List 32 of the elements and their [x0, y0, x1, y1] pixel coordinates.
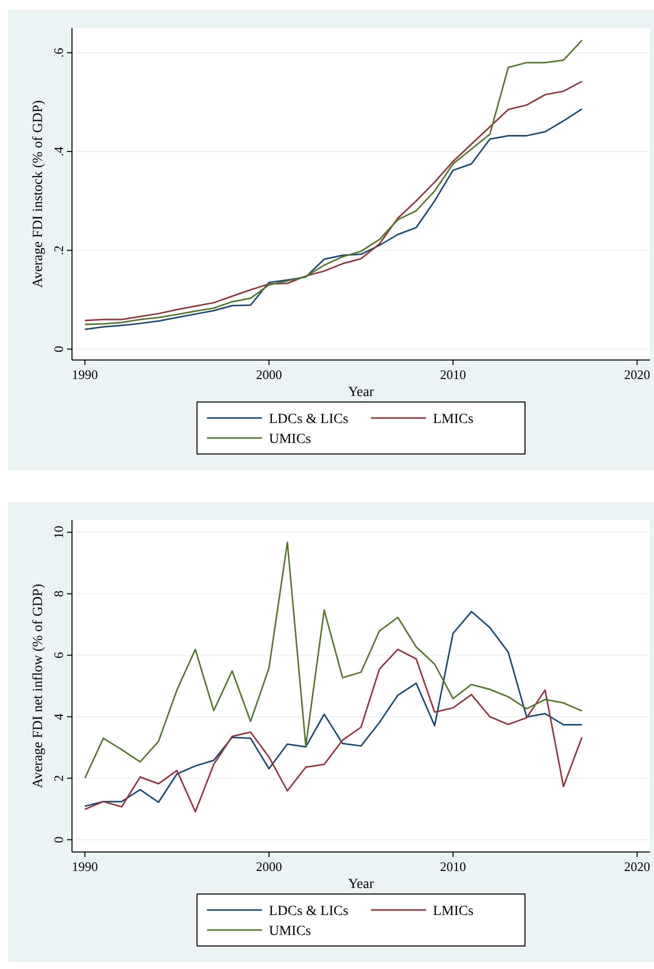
x-tick-label: 2000 — [256, 367, 282, 382]
legend-label: UMICs — [269, 432, 312, 447]
y-tick-label: .6 — [51, 47, 66, 58]
line-series — [84, 610, 583, 807]
y-tick-label: 6 — [51, 652, 66, 659]
line-series — [84, 648, 583, 812]
y-axis-title: Average FDI instock (% of GDP) — [31, 100, 46, 288]
y-tick-label: 0 — [51, 346, 66, 352]
x-tick-label: 1990 — [72, 367, 98, 382]
legend-label: LMICs — [433, 904, 474, 919]
x-tick-label: 2000 — [256, 859, 282, 874]
x-tick-label: 2020 — [624, 367, 650, 382]
y-tick-label: .2 — [51, 245, 66, 256]
y-tick-label: 4 — [51, 712, 66, 720]
x-tick-label: 2010 — [440, 859, 466, 874]
x-axis-title: Year — [348, 877, 374, 892]
x-tick-label: 2010 — [440, 367, 466, 382]
legend-label: LMICs — [433, 412, 474, 427]
line-series — [84, 40, 583, 326]
legend-label: LDCs & LICs — [269, 412, 348, 427]
line-series — [84, 542, 583, 779]
legend-label: UMICs — [269, 924, 312, 939]
y-tick-label: 10 — [51, 526, 66, 539]
y-axis-title: Average FDI net inflow (% of GDP) — [31, 584, 46, 788]
y-tick-label: 2 — [51, 774, 66, 782]
legend-label: LDCs & LICs — [269, 904, 348, 919]
x-tick-label: 1990 — [72, 859, 98, 874]
y-tick-label: .4 — [51, 146, 66, 156]
x-axis-title: Year — [348, 385, 374, 400]
x-tick-label: 2020 — [624, 859, 650, 874]
y-tick-label: 0 — [51, 836, 66, 843]
y-tick-label: 8 — [51, 590, 66, 598]
